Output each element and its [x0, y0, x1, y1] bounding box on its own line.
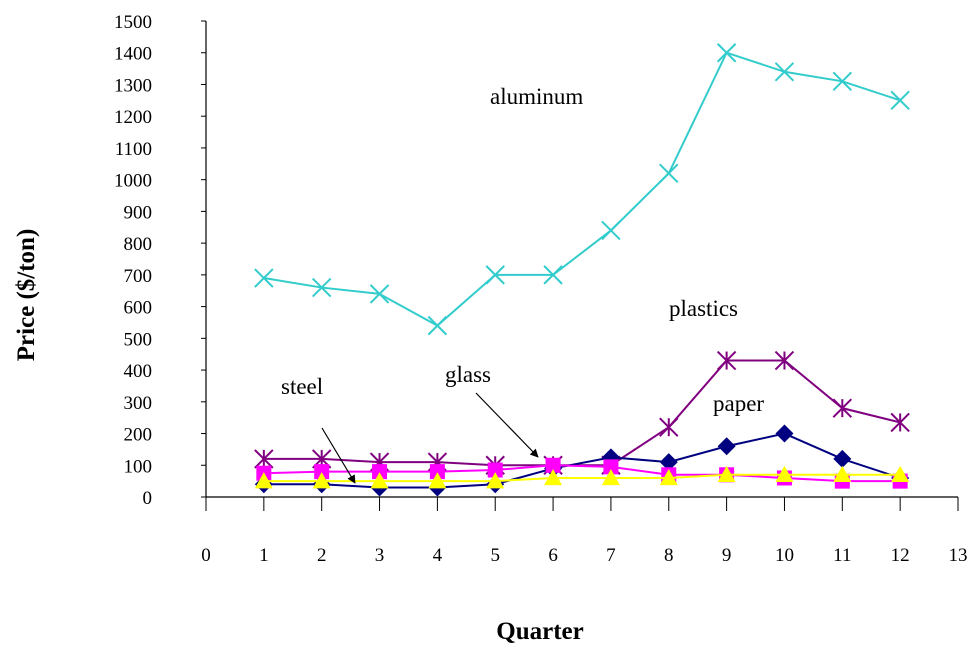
point-aluminum — [427, 315, 448, 336]
y-tick-label: 600 — [124, 298, 153, 319]
annotation-plastics: plastics — [669, 296, 738, 321]
point-aluminum — [369, 284, 390, 304]
x-tick-label: 4 — [433, 545, 443, 566]
x-tick-label: 13 — [949, 545, 968, 566]
point-plastics — [832, 398, 853, 418]
series-line-steel — [263, 473, 901, 483]
y-tick-label: 700 — [124, 266, 153, 287]
y-tick-label: 900 — [124, 202, 153, 223]
series-plastics — [254, 350, 910, 475]
y-tick-label: 1300 — [114, 75, 152, 96]
point-steel — [717, 465, 736, 482]
point-steel — [544, 468, 563, 486]
point-steel — [370, 472, 389, 489]
point-paper — [659, 453, 678, 472]
annotation-glass: glass — [445, 362, 491, 387]
steel-arrow — [321, 427, 356, 484]
series-aluminum — [254, 43, 910, 336]
y-tick-label: 400 — [124, 361, 153, 382]
point-aluminum — [774, 62, 795, 82]
point-aluminum — [254, 268, 274, 288]
point-steel — [601, 468, 620, 486]
point-glass — [603, 459, 619, 475]
x-axis-title: Quarter — [496, 618, 583, 645]
point-aluminum — [311, 277, 332, 298]
point-steel — [486, 472, 505, 489]
series-steel — [254, 465, 910, 489]
y-tick-label: 300 — [124, 393, 153, 414]
point-plastics — [890, 412, 910, 433]
point-aluminum — [890, 90, 910, 111]
series-layer — [254, 43, 910, 497]
point-plastics — [716, 350, 737, 371]
y-tick-label: 200 — [124, 425, 153, 446]
annotation-paper: paper — [713, 391, 764, 416]
glass-arrow — [475, 392, 539, 458]
point-glass — [545, 457, 561, 473]
series-line-plastics — [263, 359, 901, 467]
point-plastics — [659, 417, 679, 437]
y-tick-label: 100 — [124, 456, 153, 477]
point-steel — [775, 465, 794, 482]
point-aluminum — [659, 163, 679, 184]
annotation-aluminum: aluminum — [490, 84, 583, 109]
point-aluminum — [716, 43, 737, 63]
point-plastics — [774, 350, 795, 371]
y-tick-label: 0 — [143, 488, 153, 509]
point-steel — [659, 468, 678, 486]
y-tick-label: 800 — [124, 234, 153, 255]
point-glass — [314, 464, 330, 480]
point-glass — [429, 464, 445, 480]
x-tick-label: 5 — [490, 545, 500, 566]
point-aluminum — [601, 220, 621, 241]
point-steel — [254, 472, 273, 489]
x-tick-label: 12 — [891, 545, 910, 566]
x-tick-label: 10 — [775, 545, 794, 566]
y-tick-label: 1200 — [114, 107, 152, 128]
point-glass — [372, 464, 388, 480]
y-axis-ticks: 0 100 200 300 400 500 600 700 800 900 1000 1100 1200… — [114, 12, 206, 509]
point-glass — [487, 462, 503, 478]
annotation-steel: steel — [281, 374, 323, 399]
point-steel — [891, 465, 910, 482]
point-paper — [775, 424, 794, 443]
point-steel — [428, 472, 447, 489]
x-tick-label: 8 — [664, 545, 674, 566]
x-tick-label: 1 — [259, 545, 269, 566]
series-line-glass — [263, 464, 901, 483]
x-tick-label: 2 — [317, 545, 327, 566]
point-aluminum — [832, 71, 853, 92]
x-tick-label: 9 — [722, 545, 732, 566]
y-tick-label: 1000 — [114, 171, 152, 192]
series-line-paper — [263, 432, 901, 489]
x-tick-label: 3 — [375, 545, 385, 566]
x-tick-label: 11 — [833, 545, 851, 566]
point-steel — [312, 472, 331, 489]
annotation-layer: aluminum plastics paper glass steel — [281, 84, 764, 484]
point-paper — [717, 437, 736, 456]
x-axis-ticks: 0 1 2 3 4 5 6 7 8 9 10 11 12 13 — [201, 497, 968, 566]
x-tick-label: 7 — [606, 545, 616, 566]
y-tick-label: 1500 — [114, 12, 152, 33]
point-paper — [833, 449, 852, 468]
y-tick-label: 1100 — [115, 139, 152, 160]
point-plastics — [254, 449, 274, 469]
x-tick-label: 0 — [201, 545, 211, 566]
y-tick-label: 1400 — [114, 44, 152, 65]
y-tick-label: 500 — [124, 329, 153, 350]
point-steel — [833, 465, 852, 482]
x-tick-label: 6 — [548, 545, 558, 566]
point-aluminum — [485, 265, 505, 285]
y-axis-title: Price ($/ton) — [13, 229, 40, 362]
point-aluminum — [543, 265, 563, 285]
series-line-aluminum — [263, 51, 901, 327]
